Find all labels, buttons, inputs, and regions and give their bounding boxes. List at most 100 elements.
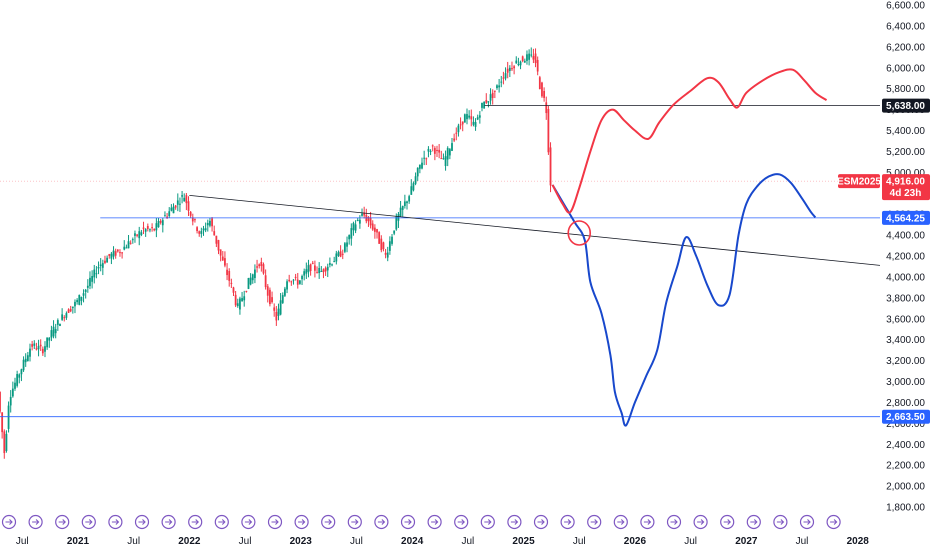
candle-body — [305, 269, 308, 274]
event-arrow-icon — [271, 519, 279, 525]
candle-body — [446, 147, 449, 160]
candle-body — [101, 263, 104, 268]
candle-body — [307, 265, 310, 273]
candle-body — [376, 229, 378, 233]
candle-body — [251, 274, 254, 281]
candle-body — [157, 221, 160, 228]
candle-body — [245, 290, 248, 292]
candle-body — [234, 294, 237, 306]
candle-body — [196, 227, 198, 231]
y-tick-label: 5,800.00 — [886, 84, 925, 95]
y-tick-label: 3,600.00 — [886, 314, 925, 325]
candle-body — [288, 279, 291, 282]
candle-body — [511, 68, 513, 70]
candle-body — [474, 122, 477, 127]
candle-body — [513, 66, 516, 69]
candle-body — [33, 343, 36, 346]
candle-body — [399, 207, 402, 217]
price-axis[interactable]: 6,600.00 6,400.00 6,200.00 6,000.00 5,800.00… — [886, 1, 925, 514]
candle-body — [545, 102, 548, 114]
y-tick-label: 1,800.00 — [886, 503, 925, 514]
candle-body — [176, 200, 179, 205]
candle-body — [401, 206, 404, 210]
x-tick-label: Jul — [573, 536, 586, 547]
candle-body — [202, 228, 205, 231]
candle-body — [343, 243, 346, 252]
projection-layer — [551, 68, 828, 427]
candle-body — [97, 266, 100, 269]
y-tick-label: 4,200.00 — [886, 252, 925, 263]
candle-body — [46, 337, 49, 348]
candle-body — [309, 264, 312, 272]
candle-body — [461, 121, 464, 125]
candle-body — [378, 232, 381, 244]
candle-body — [69, 308, 72, 312]
candle-body — [189, 211, 192, 216]
candlestick-series — [0, 47, 552, 459]
candle-body — [333, 261, 336, 263]
candle-body — [547, 109, 550, 153]
candle-body — [384, 252, 387, 255]
candle-body — [367, 216, 370, 222]
candle-body — [20, 369, 23, 375]
candle-body — [61, 314, 64, 320]
event-markers — [1, 514, 841, 530]
candle-body — [506, 68, 509, 73]
candle-body — [388, 241, 391, 251]
y-tick-label: 2,800.00 — [886, 398, 925, 409]
candle-body — [438, 149, 441, 153]
candle-body — [380, 238, 383, 251]
candle-body — [121, 252, 124, 254]
candle-body — [341, 253, 344, 255]
candle-body — [140, 232, 143, 235]
candle-body — [444, 156, 447, 167]
candle-body — [418, 164, 421, 169]
candle-body — [453, 138, 456, 141]
event-arrow-icon — [776, 519, 785, 525]
candle-body — [219, 249, 222, 256]
candle-body — [519, 61, 522, 66]
event-arrow-icon — [431, 519, 439, 525]
candle-body — [410, 186, 413, 195]
event-arrow-icon — [298, 519, 306, 525]
candle-body — [161, 220, 164, 226]
candle-body — [311, 262, 314, 264]
candle-body — [198, 231, 201, 234]
candle-body — [363, 212, 366, 216]
candle-body — [485, 100, 488, 103]
candle-body — [457, 125, 460, 133]
candle-body — [236, 303, 239, 307]
candle-body — [470, 116, 473, 120]
candle-body — [423, 157, 426, 159]
candle-body — [463, 114, 466, 123]
candle-body — [526, 54, 528, 61]
candle-body — [174, 205, 177, 208]
event-arrow-icon — [590, 519, 598, 525]
candle-body — [358, 219, 361, 224]
event-arrow-icon — [404, 519, 412, 525]
candle-body — [104, 260, 106, 263]
event-arrow-icon — [697, 519, 705, 525]
y-tick-label: 3,400.00 — [886, 335, 925, 346]
candle-body — [528, 53, 531, 60]
candle-body — [256, 266, 258, 268]
candle-body — [226, 269, 228, 276]
candle-body — [50, 330, 53, 338]
event-arrow-icon — [5, 519, 13, 525]
candle-body — [530, 54, 533, 56]
y-tick-label: 4,000.00 — [886, 272, 925, 283]
event-arrow-icon — [564, 519, 572, 525]
candle-body — [194, 219, 196, 221]
candle-body — [91, 276, 94, 282]
candle-body — [442, 158, 445, 160]
candle-body — [541, 82, 543, 97]
x-tick-label: Jul — [461, 536, 474, 547]
candle-body — [348, 235, 351, 240]
candle-body — [521, 56, 524, 62]
candle-body — [356, 220, 359, 222]
time-axis[interactable]: Jul 2021 Jul 2022 Jul 2023 Jul 2024 Jul 2025 Jul 20… — [16, 536, 869, 547]
candle-body — [22, 359, 25, 371]
candle-body — [322, 269, 325, 273]
